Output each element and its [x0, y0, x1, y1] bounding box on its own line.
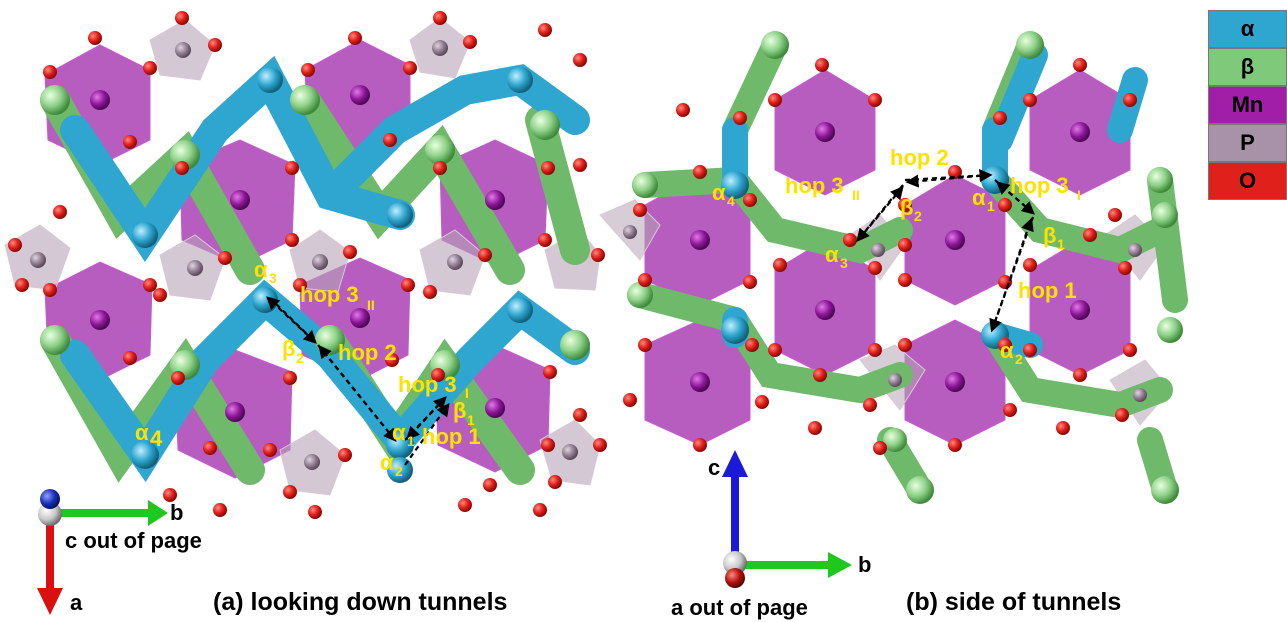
mn-atoms	[90, 85, 505, 422]
label-b-hop3II-sub: II	[852, 187, 860, 203]
legend-mn: Mn	[1208, 86, 1287, 124]
label-b-hop3I: hop 3	[1010, 173, 1069, 198]
p-atoms-b	[623, 225, 1147, 402]
legend-alpha: α	[1208, 10, 1287, 48]
hop-labels-a: hop 3 II hop 2 hop 3 I hop 1	[300, 282, 481, 449]
panel-b-structure: α 4 α 3 α 1 α 2 β 1 β 2 hop 2 hop 3 II h…	[599, 31, 1188, 620]
label-b-hop2: hop 2	[890, 145, 949, 170]
label-b-alpha4: α	[712, 180, 726, 205]
alpha-atoms	[131, 67, 533, 483]
label-b-beta2-sub: 2	[914, 208, 922, 224]
label-alpha2: α	[380, 450, 394, 475]
site-labels-b: α 4 α 3 α 1 α 2 β 1 β 2	[712, 180, 1065, 367]
a-out-of-page-label: a out of page	[671, 595, 808, 620]
legend-p: P	[1208, 124, 1287, 162]
label-alpha3: α	[254, 257, 268, 282]
c-axis-arrowhead-b	[722, 450, 748, 477]
label-beta2-sub: 2	[296, 350, 304, 366]
label-b-alpha3-sub: 3	[840, 255, 848, 271]
label-b-alpha4-sub: 4	[727, 193, 735, 209]
p-atoms	[30, 40, 578, 470]
label-hop3I: hop 3	[398, 372, 457, 397]
site-labels-a: α 3 α 4 α 1 α 2 β 1 β 2	[135, 257, 475, 479]
label-beta1-sub: 1	[467, 412, 475, 428]
c-out-of-page-label: c out of page	[65, 528, 202, 553]
beta-atoms-b	[627, 31, 1183, 504]
label-b-hop3II: hop 3	[785, 173, 844, 198]
oxygen-atoms	[8, 11, 607, 519]
label-b-hop1: hop 1	[1018, 278, 1077, 303]
beta-atoms	[40, 85, 590, 380]
a-axis-arrowhead-a	[37, 588, 63, 615]
label-beta1: β	[453, 398, 466, 423]
label-alpha1: α	[392, 420, 406, 445]
mn-atoms-b	[690, 122, 1090, 392]
label-hop1: hop 1	[422, 424, 481, 449]
label-beta2: β	[282, 336, 295, 361]
label-hop2: hop 2	[338, 340, 397, 365]
hop-paths-b	[856, 169, 1035, 333]
panel-a-structure: α 3 α 4 α 1 α 2 β 1 β 2 hop 3 II hop 2 h…	[4, 11, 607, 616]
label-alpha4-sub: 4	[150, 426, 163, 451]
label-b-alpha2: α	[1000, 338, 1014, 363]
axis-b-label-b: b	[858, 552, 871, 577]
label-b-beta1-sub: 1	[1057, 236, 1065, 252]
label-b-beta2: β	[900, 195, 913, 220]
label-b-beta1: β	[1043, 223, 1056, 248]
label-hop3II: hop 3	[300, 282, 359, 307]
legend-beta: β	[1208, 48, 1287, 86]
label-alpha4: α	[135, 420, 149, 445]
hop-labels-b: hop 2 hop 3 II hop 3 I hop 1	[785, 145, 1081, 303]
element-legend: α β Mn P O	[1208, 10, 1287, 200]
label-b-alpha3: α	[825, 242, 839, 267]
label-b-alpha2-sub: 2	[1015, 351, 1023, 367]
axis-a-label-a: a	[70, 590, 83, 615]
legend-o: O	[1208, 162, 1287, 200]
label-alpha3-sub: 3	[269, 270, 277, 286]
axes-a: b a c out of page	[37, 489, 202, 615]
b-axis-arrowhead-b	[828, 552, 852, 578]
caption-a: (a) looking down tunnels	[213, 588, 507, 616]
b-axis-arrowhead-a	[148, 500, 168, 526]
axis-b-label-a: b	[170, 500, 183, 525]
caption-b: (b) side of tunnels	[906, 588, 1121, 616]
label-b-alpha1: α	[972, 185, 986, 210]
axis-c-label-b: c	[708, 455, 720, 480]
label-alpha2-sub: 2	[395, 463, 403, 479]
axes-b: c b a out of page	[671, 450, 871, 620]
label-b-hop3I-sub: I	[1077, 187, 1081, 203]
hop-paths-a	[266, 296, 450, 466]
label-hop3II-sub: II	[367, 297, 375, 313]
label-hop3I-sub: I	[465, 385, 469, 401]
label-alpha1-sub: 1	[407, 433, 415, 449]
oxygen-atoms-b	[623, 58, 1137, 455]
label-b-alpha1-sub: 1	[987, 198, 995, 214]
